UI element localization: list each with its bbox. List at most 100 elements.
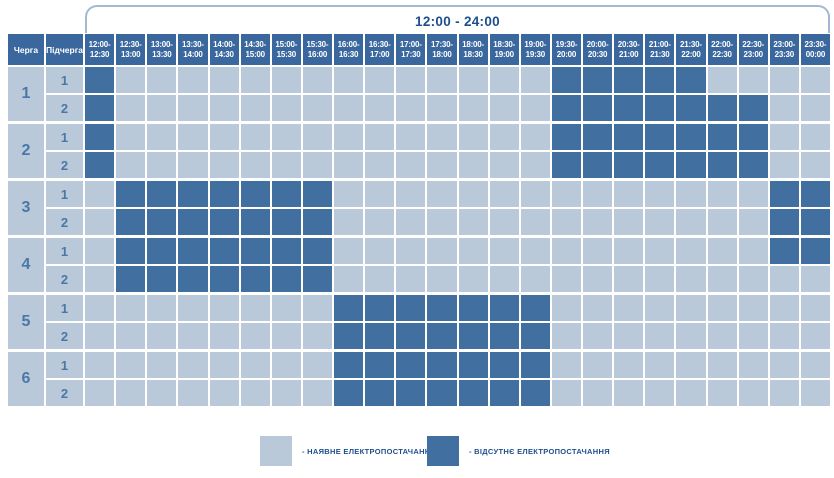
schedule-cell	[583, 295, 613, 321]
schedule-cell	[209, 124, 239, 150]
schedule-cell	[520, 67, 550, 93]
schedule-cell	[334, 380, 364, 406]
time-slot-header: 18:30- 19:00	[489, 34, 519, 65]
schedule-cell	[240, 95, 270, 121]
schedule-cell	[489, 95, 519, 121]
subqueue-column-header: Підчерга	[46, 34, 83, 65]
schedule-cell	[240, 238, 270, 264]
schedule-cell	[738, 181, 768, 207]
schedule-cell	[178, 295, 208, 321]
schedule-cell	[334, 67, 364, 93]
schedule-cell	[614, 266, 644, 292]
schedule-cell	[240, 323, 270, 349]
schedule-cell	[116, 266, 146, 292]
schedule-cell	[769, 295, 799, 321]
schedule-cell	[645, 380, 675, 406]
schedule-cell	[707, 67, 737, 93]
schedule-cell	[676, 152, 706, 178]
schedule-cell	[147, 67, 177, 93]
schedule-cell	[365, 181, 395, 207]
schedule-cell	[271, 295, 301, 321]
schedule-cell	[147, 152, 177, 178]
queue-label: 4	[8, 238, 44, 292]
schedule-cell	[365, 352, 395, 378]
schedule-cell	[520, 181, 550, 207]
schedule-cell	[489, 181, 519, 207]
schedule-cell	[147, 95, 177, 121]
schedule-cell	[178, 380, 208, 406]
schedule-cell	[676, 380, 706, 406]
schedule-cell	[769, 124, 799, 150]
schedule-cell	[302, 238, 332, 264]
schedule-cell	[458, 323, 488, 349]
schedule-cell	[738, 352, 768, 378]
schedule-cell	[707, 152, 737, 178]
time-slot-header: 19:00- 19:30	[520, 34, 550, 65]
subqueue-label: 1	[46, 67, 83, 93]
schedule-cell	[302, 209, 332, 235]
schedule-cell	[240, 266, 270, 292]
schedule-cell	[334, 323, 364, 349]
schedule-cell	[271, 124, 301, 150]
schedule-cell	[614, 95, 644, 121]
schedule-cell	[85, 67, 115, 93]
schedule-cell	[645, 209, 675, 235]
schedule-cell	[85, 95, 115, 121]
schedule-cell	[551, 181, 581, 207]
time-slot-header: 20:00- 20:30	[583, 34, 613, 65]
schedule-cell	[800, 67, 830, 93]
time-slot-header: 17:30- 18:00	[427, 34, 457, 65]
time-slot-header: 14:00- 14:30	[209, 34, 239, 65]
schedule-cell	[738, 266, 768, 292]
subqueue-label: 1	[46, 124, 83, 150]
schedule-cell	[116, 352, 146, 378]
schedule-cell	[334, 124, 364, 150]
schedule-cell	[676, 95, 706, 121]
time-slot-header: 21:00- 21:30	[645, 34, 675, 65]
header-row: Черга Підчерга 12:00- 12:30 12:30- 13:00 13:…	[8, 34, 830, 65]
schedule-cell	[396, 323, 426, 349]
time-slot-header: 14:30- 15:00	[240, 34, 270, 65]
schedule-cell	[458, 124, 488, 150]
queue-label: 3	[8, 181, 44, 235]
schedule-cell	[116, 209, 146, 235]
schedule-cell	[116, 152, 146, 178]
schedule-cell	[707, 323, 737, 349]
schedule-cell	[614, 323, 644, 349]
schedule-cell	[738, 323, 768, 349]
schedule-cell	[334, 238, 364, 264]
schedule-cell	[676, 181, 706, 207]
schedule-cell	[551, 266, 581, 292]
schedule-cell	[583, 266, 613, 292]
schedule-cell	[738, 238, 768, 264]
schedule-cell	[427, 238, 457, 264]
schedule-cell	[769, 67, 799, 93]
schedule-cell	[209, 67, 239, 93]
schedule-cell	[365, 209, 395, 235]
schedule-cell	[116, 67, 146, 93]
queue-label: 2	[8, 124, 44, 178]
schedule-cell	[147, 266, 177, 292]
schedule-cell	[645, 152, 675, 178]
schedule-cell	[769, 181, 799, 207]
schedule-cell	[147, 181, 177, 207]
schedule-cell	[645, 266, 675, 292]
schedule-cell	[583, 95, 613, 121]
schedule-cell	[85, 266, 115, 292]
schedule-cell	[458, 67, 488, 93]
schedule-cell	[707, 295, 737, 321]
time-slot-header: 22:30- 23:00	[738, 34, 768, 65]
schedule-cell	[396, 266, 426, 292]
time-slot-header: 19:30- 20:00	[551, 34, 581, 65]
schedule-cell	[769, 152, 799, 178]
schedule-cell	[800, 380, 830, 406]
schedule-cell	[800, 181, 830, 207]
schedule-cell	[645, 238, 675, 264]
schedule-cell	[271, 209, 301, 235]
schedule-cell	[520, 323, 550, 349]
subqueue-label: 2	[46, 95, 83, 121]
schedule-cell	[551, 95, 581, 121]
